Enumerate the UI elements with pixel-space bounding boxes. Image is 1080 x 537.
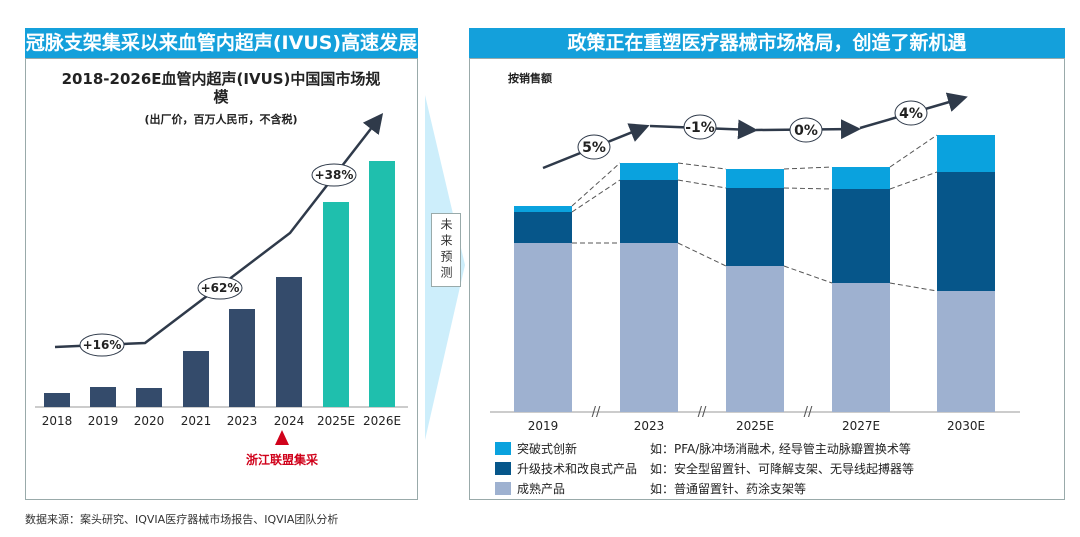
source-note: 数据来源：案头研究、IQVIA医疗器械市场报告、IQVIA团队分析 — [25, 513, 339, 526]
x-tick-label: 2026E — [363, 414, 401, 428]
legend-swatch — [495, 462, 511, 475]
x-tick-label: 2019 — [528, 419, 559, 433]
bar-2024 — [276, 277, 302, 407]
x-tick-label: 2018 — [42, 414, 73, 428]
bar-2019 — [90, 387, 116, 407]
annotation-text: 浙江联盟集采 — [246, 452, 318, 467]
growth-bubble — [789, 117, 823, 143]
growth-bubble — [683, 114, 717, 140]
growth-bubble — [577, 134, 611, 160]
bar-segment-2027E — [832, 167, 890, 189]
bar-segment-2023 — [620, 180, 678, 243]
x-tick-label: 2024 — [274, 414, 305, 428]
growth-label: +16% — [83, 338, 122, 352]
x-tick-label: 2023 — [634, 419, 665, 433]
left-chart-title-line1: 2018-2026E血管内超声(IVUS)中国国市场规 — [62, 70, 381, 88]
bar-segment-2019 — [514, 212, 572, 243]
connector-line — [889, 134, 938, 168]
x-tick-label: 2025E — [736, 419, 774, 433]
connector-line — [889, 282, 938, 292]
bar-segment-2027E — [832, 189, 890, 283]
bar-segment-2030E — [937, 172, 995, 291]
bar-segment-2023 — [620, 163, 678, 180]
bar-2021 — [183, 351, 209, 407]
connector-line — [889, 171, 938, 190]
legend-label: 突破式创新 — [517, 441, 577, 456]
axis-break-icon: // — [698, 405, 707, 420]
bar-segment-2019 — [514, 243, 572, 412]
forecast-label: 未来预测 — [431, 213, 461, 287]
growth-bubble — [311, 163, 357, 187]
bar-segment-2030E — [937, 291, 995, 412]
bar-segment-2025E — [726, 266, 784, 412]
growth-label: +38% — [315, 168, 354, 182]
legend-label: 成熟产品 — [517, 481, 565, 496]
left-header: 冠脉支架集采以来血管内超声(IVUS)高速发展 — [25, 28, 418, 58]
growth-bubble — [894, 100, 928, 126]
connector-line — [677, 162, 727, 170]
bar-2018 — [44, 393, 70, 407]
x-tick-label: 2020 — [134, 414, 165, 428]
legend-swatch — [495, 442, 511, 455]
axis-break-icon: // — [592, 405, 601, 420]
x-tick-label: 2019 — [88, 414, 119, 428]
connector-line — [677, 179, 727, 189]
legend-note: 如：PFA/脉冲场消融术, 经导管主动脉瓣置换术等 — [650, 441, 911, 456]
connector-line — [677, 242, 727, 267]
bar-segment-2027E — [832, 283, 890, 412]
axis-break-icon: // — [804, 405, 813, 420]
bar-segment-2023 — [620, 243, 678, 412]
left-panel — [25, 58, 418, 500]
growth-label: -1% — [685, 120, 715, 136]
bar-segment-2019 — [514, 206, 572, 212]
growth-label: +62% — [201, 281, 240, 295]
right-chart-title: 按销售额 — [508, 71, 552, 85]
connector-line — [783, 187, 833, 190]
right-header: 政策正在重塑医疗器械市场格局，创造了新机遇 — [469, 28, 1065, 58]
legend-note: 如：安全型留置针、可降解支架、无导线起搏器等 — [650, 461, 914, 476]
triangle-marker-icon — [275, 430, 289, 445]
x-tick-label: 2030E — [947, 419, 985, 433]
connector-line — [783, 166, 833, 170]
bar-segment-2030E — [937, 135, 995, 172]
legend-note: 如：普通留置针、药涂支架等 — [650, 481, 806, 496]
bar-2026E — [369, 161, 395, 407]
growth-label: 5% — [582, 140, 606, 156]
right-panel — [469, 58, 1065, 500]
bar-2020 — [136, 388, 162, 407]
bar-2023 — [229, 309, 255, 407]
bar-segment-2025E — [726, 169, 784, 188]
bar-segment-2025E — [726, 188, 784, 266]
x-tick-label: 2023 — [227, 414, 258, 428]
x-tick-label: 2021 — [181, 414, 212, 428]
growth-label: 0% — [794, 123, 818, 139]
connector-line — [571, 179, 621, 213]
connector-line — [783, 265, 833, 284]
left-chart-subtitle: (出厂价，百万人民币，不含税) — [144, 112, 297, 126]
growth-bubble — [79, 333, 125, 357]
left-chart-title-line2: 模 — [213, 88, 229, 106]
growth-label: 4% — [899, 106, 923, 122]
x-tick-label: 2027E — [842, 419, 880, 433]
legend-swatch — [495, 482, 511, 495]
bar-2025E — [323, 202, 349, 407]
growth-bubble — [197, 276, 243, 300]
legend-label: 升级技术和改良式产品 — [517, 461, 637, 476]
x-tick-label: 2025E — [317, 414, 355, 428]
connector-line — [571, 162, 621, 207]
